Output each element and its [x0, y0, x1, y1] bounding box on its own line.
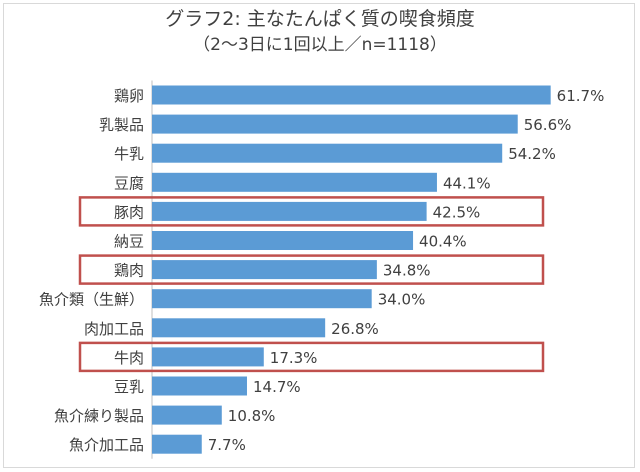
category-label: 魚介練り製品	[54, 407, 144, 425]
data-label: 17.3%	[270, 349, 318, 367]
bar-9	[152, 347, 264, 367]
category-label: 牛肉	[114, 349, 144, 367]
chart-frame	[3, 3, 635, 468]
category-label: 豆乳	[114, 378, 144, 396]
category-label: 鶏卵	[114, 87, 144, 105]
bar-10	[152, 376, 247, 396]
bar-11	[152, 405, 222, 425]
bar-7	[152, 289, 372, 309]
bar-4	[152, 201, 427, 221]
category-label: 肉加工品	[84, 320, 144, 338]
category-label: 魚介加工品	[69, 436, 144, 454]
data-label: 44.1%	[443, 174, 491, 192]
category-label: 魚介類（生鮮）	[39, 291, 144, 309]
data-label: 56.6%	[524, 116, 572, 134]
data-label: 40.4%	[419, 233, 467, 251]
bar-12	[152, 434, 202, 454]
data-label: 61.7%	[557, 87, 605, 105]
bar-8	[152, 318, 326, 338]
category-label: 納豆	[114, 233, 144, 251]
bar-0	[152, 85, 551, 105]
highlight-box	[78, 341, 545, 373]
bar-1	[152, 114, 518, 134]
category-label: 豆腐	[114, 174, 144, 192]
highlight-box	[78, 196, 545, 227]
bar-6	[152, 260, 377, 280]
data-label: 34.8%	[383, 262, 431, 280]
chart-subtitle: （2～3日に1回以上／n=1118）	[193, 35, 447, 55]
category-label: 牛乳	[114, 145, 144, 163]
data-label: 7.7%	[208, 436, 246, 454]
category-label: 豚肉	[114, 203, 144, 221]
category-label: 乳製品	[99, 116, 144, 134]
bar-3	[152, 172, 437, 192]
data-label: 42.5%	[433, 203, 481, 221]
bar-5	[152, 231, 414, 250]
chart-title: グラフ2: 主なたんぱく質の喫食頻度	[165, 8, 475, 30]
data-label: 54.2%	[508, 145, 556, 163]
data-label: 34.0%	[378, 291, 426, 309]
bar-2	[152, 143, 503, 163]
data-label: 26.8%	[331, 320, 379, 338]
category-label: 鶏肉	[114, 262, 144, 280]
highlight-box	[78, 254, 545, 285]
data-label: 14.7%	[253, 378, 301, 396]
data-label: 10.8%	[228, 407, 276, 425]
